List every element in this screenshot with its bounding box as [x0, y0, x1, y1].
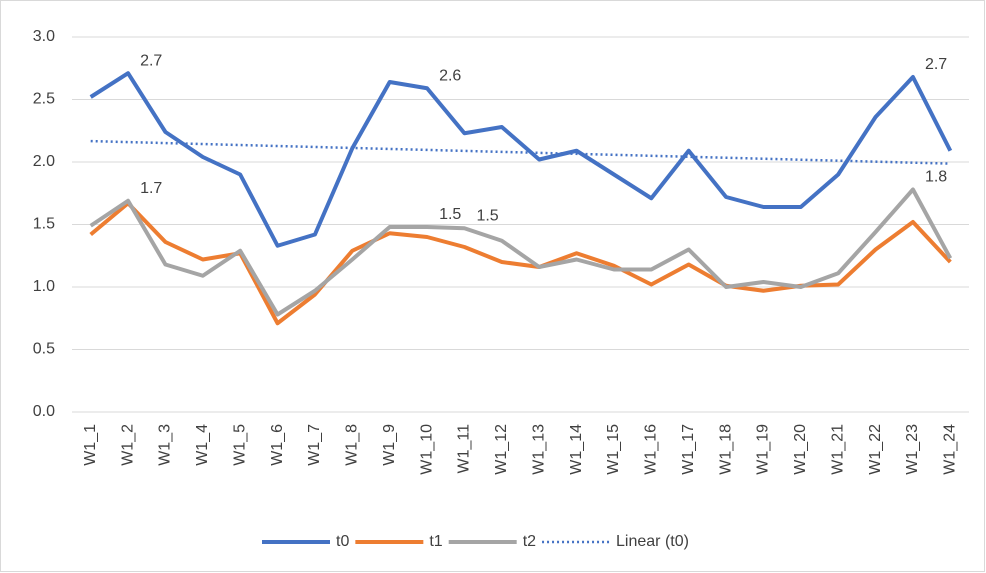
- x-tick-label: W1_9: [381, 424, 398, 466]
- y-tick-label: 2.5: [33, 91, 55, 108]
- x-tick-label: W1_23: [904, 424, 921, 475]
- x-tick-label: W1_6: [269, 424, 286, 466]
- x-tick-label: W1_7: [306, 424, 323, 466]
- y-tick-label: 0.5: [33, 341, 55, 358]
- x-tick-label: W1_8: [344, 424, 361, 466]
- x-tick-label: W1_10: [418, 424, 435, 475]
- y-tick-label: 1.0: [33, 278, 55, 295]
- series-line: [89, 71, 953, 248]
- x-tick-label: W1_2: [119, 424, 136, 466]
- x-tick-label: W1_24: [942, 424, 959, 475]
- x-tick-label: W1_3: [157, 424, 174, 466]
- x-tick-label: W1_17: [680, 424, 697, 475]
- legend-label: t0: [336, 533, 349, 550]
- series-line: [89, 187, 953, 317]
- y-tick-label: 1.5: [33, 216, 55, 233]
- legend-label: t2: [523, 533, 536, 550]
- x-tick-label: W1_5: [231, 424, 248, 466]
- trendline: [90, 139, 951, 165]
- data-label: 1.7: [140, 180, 162, 197]
- x-tick-label: W1_21: [829, 424, 846, 475]
- x-tick-label: W1_12: [493, 424, 510, 475]
- x-tick-label: W1_20: [792, 424, 809, 475]
- x-tick-label: W1_15: [605, 424, 622, 475]
- data-label: 1.5: [476, 207, 498, 224]
- x-tick-label: W1_1: [82, 424, 99, 466]
- x-tick-label: W1_19: [755, 424, 772, 475]
- legend-label: t1: [429, 533, 442, 550]
- x-tick-label: W1_16: [643, 424, 660, 475]
- y-tick-label: 3.0: [33, 28, 55, 45]
- legend-label: Linear (t0): [616, 533, 689, 550]
- y-tick-label: 2.0: [33, 153, 55, 170]
- x-tick-label: W1_14: [568, 424, 585, 475]
- x-tick-label: W1_11: [456, 424, 473, 474]
- data-label: 1.8: [925, 169, 947, 186]
- x-tick-label: W1_13: [530, 424, 547, 475]
- x-tick-label: W1_4: [194, 424, 211, 466]
- x-tick-label: W1_22: [867, 424, 884, 475]
- data-label: 2.7: [925, 56, 947, 73]
- data-label: 2.7: [140, 52, 162, 69]
- y-tick-label: 0.0: [33, 403, 55, 420]
- data-label: 1.5: [439, 206, 461, 223]
- x-tick-label: W1_18: [717, 424, 734, 475]
- data-label: 2.6: [439, 67, 461, 84]
